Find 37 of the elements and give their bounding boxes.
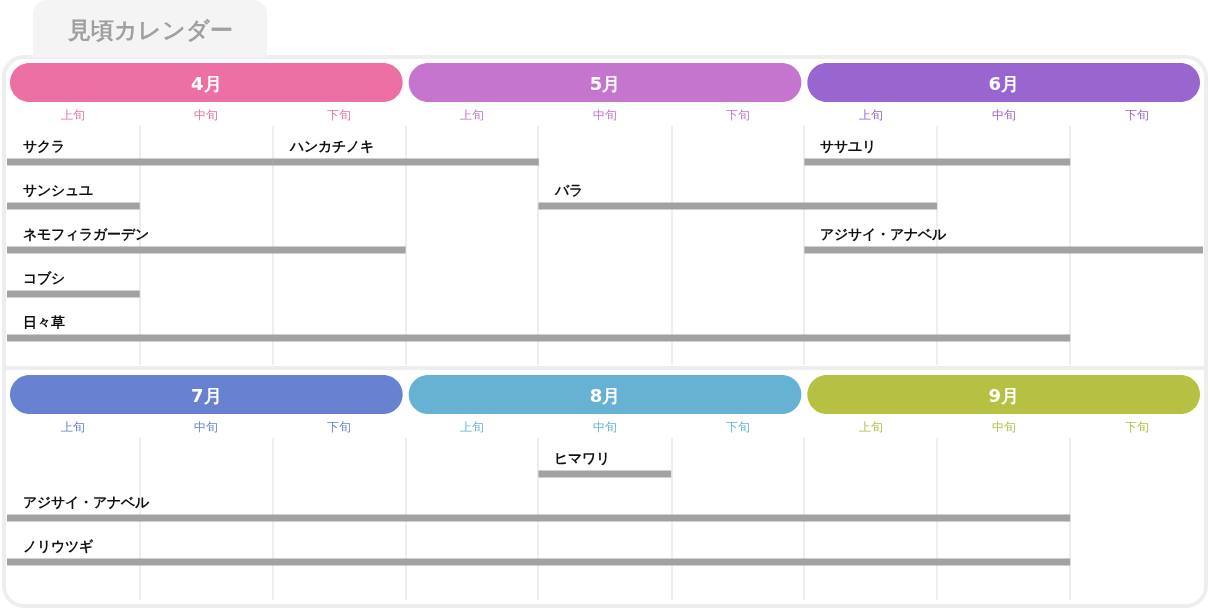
series-label: コブシ — [23, 270, 65, 286]
text: 下旬 — [726, 420, 750, 434]
x-tick-label: 7月 — [191, 385, 222, 407]
text: 下旬 — [1125, 108, 1149, 122]
series-label: アジサイ・アナベル — [23, 494, 150, 510]
series-label: ノリウツギ — [23, 538, 94, 554]
text: 下旬 — [327, 108, 351, 122]
series-label: 日々草 — [23, 314, 65, 330]
text: 中旬 — [194, 420, 218, 434]
text: 上旬 — [460, 420, 484, 434]
text: 中旬 — [593, 420, 617, 434]
text: 下旬 — [726, 108, 750, 122]
text: 中旬 — [194, 108, 218, 122]
series-label: ヒマワリ — [554, 450, 610, 466]
x-tick-label: 5月 — [589, 73, 621, 95]
text: 上旬 — [61, 420, 85, 434]
text: 中旬 — [992, 420, 1016, 434]
x-tick-label: 6月 — [988, 73, 1019, 95]
text: 下旬 — [327, 420, 351, 434]
x-tick-label: 9月 — [988, 385, 1019, 407]
series-label: アジサイ・アナベル — [820, 226, 947, 242]
text: 上旬 — [859, 108, 883, 122]
series-label: ササユリ — [820, 138, 876, 154]
text: 上旬 — [460, 108, 484, 122]
series-label: サクラ — [23, 138, 65, 154]
text: 上旬 — [859, 420, 883, 434]
text: 上旬 — [61, 108, 85, 122]
text: 中旬 — [593, 108, 617, 122]
series-label: サンシュユ — [23, 182, 93, 198]
series-label: ハンカチノキ — [289, 138, 374, 154]
series-label: バラ — [554, 182, 583, 198]
series-label: ネモフィラガーデン — [23, 226, 149, 242]
x-tick-label: 8月 — [589, 385, 621, 407]
x-tick-label: 4月 — [191, 73, 222, 95]
text: 下旬 — [1125, 420, 1149, 434]
chart-title: 見頃カレンダー — [67, 17, 233, 43]
text: 中旬 — [992, 108, 1016, 122]
